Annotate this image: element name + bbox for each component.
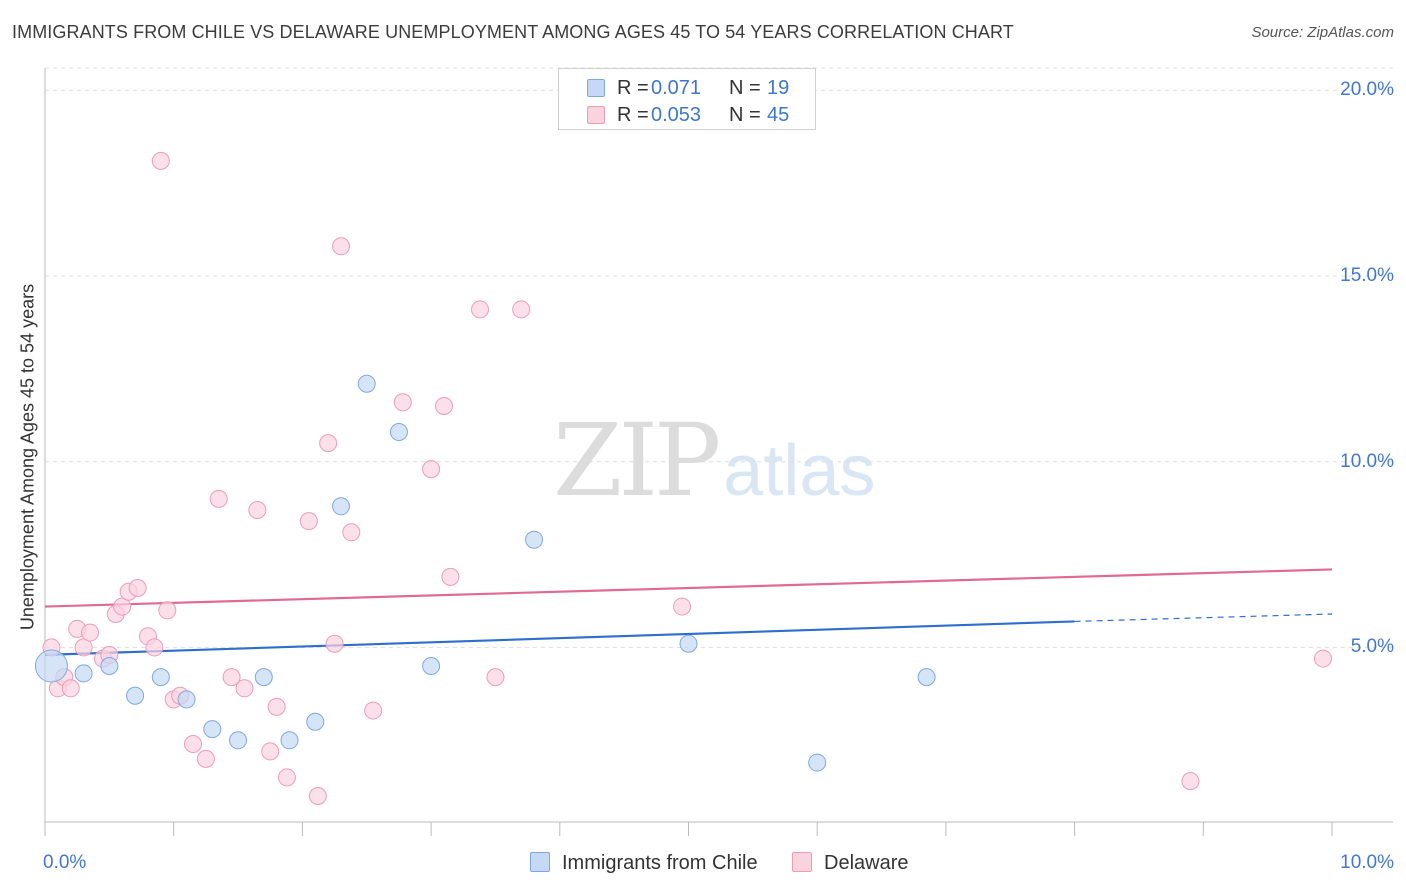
chile-point — [357, 374, 376, 393]
delaware-point — [158, 601, 177, 620]
delaware-point — [422, 460, 441, 479]
delaware-point — [277, 768, 296, 787]
chart-title: IMMIGRANTS FROM CHILE VS DELAWARE UNEMPL… — [12, 22, 1014, 42]
chile-point — [280, 731, 299, 750]
n-value: 19 — [767, 77, 790, 99]
r-label: R = — [617, 77, 649, 99]
delaware-trend-line — [44, 568, 1333, 608]
chile-point — [808, 753, 827, 772]
trend-lines — [44, 568, 1333, 656]
bottom-legend-chile: Immigrants from Chile — [530, 852, 758, 875]
delaware-point — [248, 501, 267, 519]
chile-point — [34, 649, 68, 683]
delaware-point — [61, 679, 80, 698]
delaware-point — [332, 237, 351, 256]
delaware-point — [151, 151, 170, 170]
legend-label-chile: Immigrants from Chile — [562, 852, 758, 874]
delaware-point — [1313, 649, 1332, 668]
delaware-point — [471, 300, 490, 319]
chile-point — [100, 657, 119, 675]
delaware-point — [196, 749, 215, 768]
r-label: R = — [617, 104, 649, 126]
y-axis-label: Unemployment Among Ages 45 to 54 years — [17, 283, 38, 631]
delaware-point — [441, 567, 460, 586]
chile-point — [306, 712, 325, 731]
chile-point — [229, 731, 248, 750]
chile-point — [422, 657, 441, 675]
delaware-point — [267, 697, 286, 716]
delaware-point — [81, 623, 100, 642]
chile-point — [332, 497, 351, 516]
delaware-point — [308, 787, 327, 805]
r-value: 0.071 — [651, 77, 702, 99]
data-points — [34, 151, 1332, 805]
delaware-point — [184, 735, 203, 753]
delaware-point — [393, 393, 412, 412]
delaware-point — [1181, 772, 1200, 791]
chile-point — [177, 690, 196, 709]
y-tick-label: 20.0% — [1340, 79, 1394, 101]
bottom-legend-delaware: Delaware — [792, 852, 908, 875]
legend-swatch-chile — [530, 852, 550, 872]
delaware-point — [128, 579, 147, 597]
chile-point — [151, 668, 170, 687]
n-value: 45 — [767, 104, 790, 126]
delaware-point — [512, 300, 531, 319]
n-label: N = — [729, 104, 761, 126]
correlation-legend: R = 0.071 N = 19 R = 0.053 N = 45 — [558, 68, 816, 130]
delaware-point — [113, 597, 132, 616]
chile-point — [389, 423, 408, 441]
chile-trend-extension — [1074, 613, 1333, 623]
delaware-point — [74, 638, 93, 657]
delaware-point — [235, 679, 254, 698]
chile-trend-line — [44, 620, 1075, 656]
legend-swatch-delaware — [792, 852, 812, 872]
chile-point — [525, 530, 544, 549]
delaware-point — [319, 434, 338, 453]
chile-point — [74, 664, 93, 683]
delaware-point — [434, 397, 453, 415]
chile-point — [126, 686, 145, 705]
delaware-point — [342, 523, 361, 542]
gridlines — [45, 67, 1393, 648]
chile-point — [917, 668, 936, 687]
n-label: N = — [729, 77, 761, 99]
chile-point — [679, 634, 698, 653]
delaware-point — [673, 597, 692, 616]
y-tick-label: 15.0% — [1340, 265, 1394, 286]
axes — [44, 68, 1393, 836]
r-value: 0.053 — [651, 104, 702, 126]
x-tick-label-min: 0.0% — [43, 852, 87, 873]
delaware-point — [364, 701, 383, 720]
y-tick-label: 10.0% — [1340, 450, 1394, 472]
x-tick-label-max: 10.0% — [1340, 852, 1394, 873]
delaware-point — [486, 668, 505, 687]
chile-point — [203, 720, 222, 739]
legend-label-delaware: Delaware — [824, 852, 909, 874]
delaware-point — [299, 512, 318, 531]
chile-point — [254, 668, 273, 687]
legend-swatch-chile — [587, 79, 605, 97]
delaware-point — [145, 638, 164, 657]
delaware-point — [209, 489, 228, 508]
delaware-point — [325, 634, 344, 653]
delaware-point — [222, 668, 241, 687]
delaware-point — [261, 742, 280, 761]
y-tick-label: 5.0% — [1350, 636, 1394, 658]
legend-swatch-delaware — [587, 106, 605, 124]
source-label: Source: ZipAtlas.com — [1251, 24, 1394, 41]
